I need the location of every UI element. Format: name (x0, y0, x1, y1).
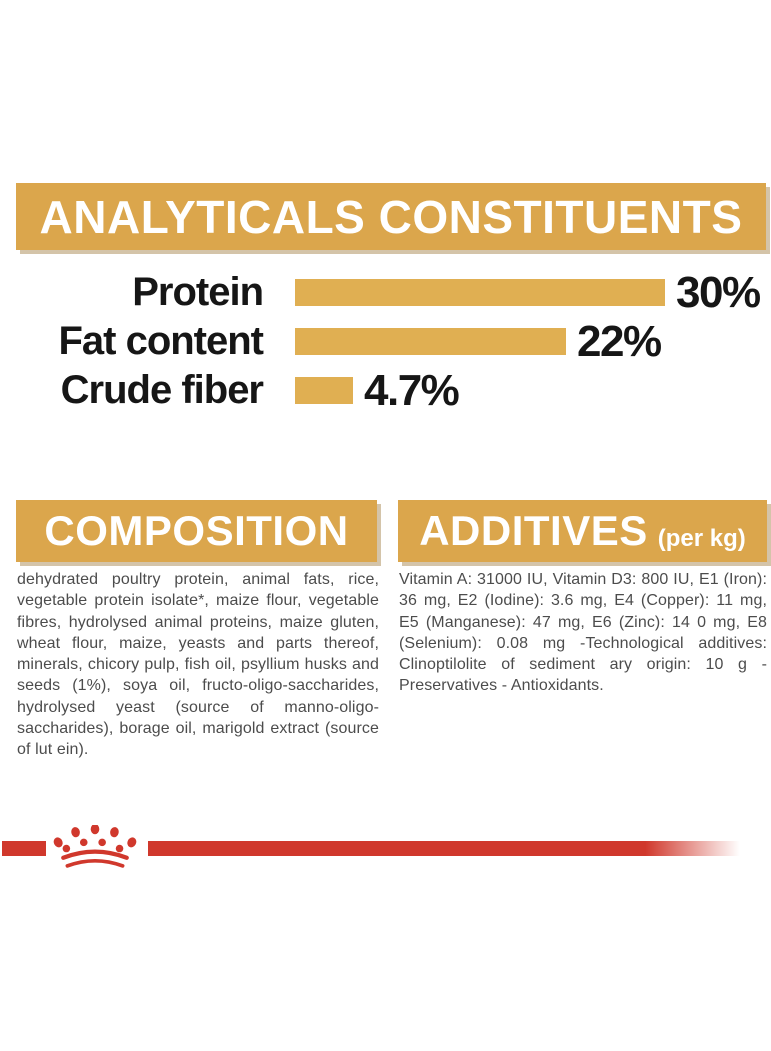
analytical-constituents-header: ANALYTICALS CONSTITUENTS (16, 183, 766, 250)
composition-header: COMPOSITION (16, 500, 377, 562)
additives-title: ADDITIVES (419, 507, 648, 554)
nutrient-chart: Protein 30% Fat content 22% Crude fiber … (0, 268, 771, 415)
chart-row: Protein 30% (0, 268, 771, 317)
nutrient-label: Fat content (58, 319, 264, 363)
nutrient-bar (295, 377, 353, 404)
nutrient-label: Crude fiber (60, 368, 264, 412)
chart-row: Fat content 22% (0, 317, 771, 366)
analytical-constituents-title: ANALYTICALS CONSTITUENTS (39, 190, 743, 243)
nutrient-value: 4.7% (364, 365, 460, 415)
brand-divider-left (2, 841, 46, 856)
nutrient-bar (295, 279, 665, 306)
additives-text: Vitamin A: 31000 IU, Vitamin D3: 800 IU,… (399, 571, 767, 695)
composition-text: dehydrated poultry protein, animal fats,… (17, 571, 379, 759)
additives-header: ADDITIVES (per kg) (398, 500, 767, 562)
royal-canin-crown-icon (53, 825, 137, 868)
nutrient-bar (295, 328, 566, 355)
nutrient-label: Protein (132, 270, 264, 314)
additives-unit: (per kg) (657, 525, 746, 552)
nutrient-value: 22% (577, 316, 662, 366)
nutrient-value: 30% (676, 267, 761, 317)
composition-title: COMPOSITION (44, 507, 349, 554)
brand-divider-right (148, 841, 740, 856)
chart-row: Crude fiber 4.7% (0, 366, 771, 415)
